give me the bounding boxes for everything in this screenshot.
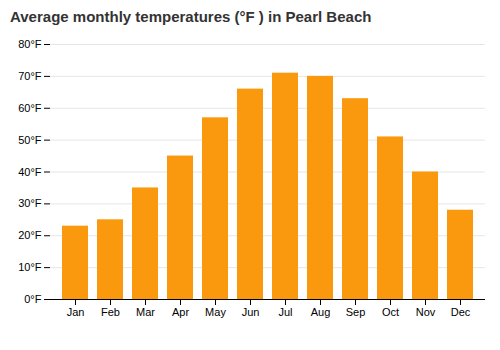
svg-text:May: May — [205, 306, 226, 318]
svg-text:30°F: 30°F — [18, 197, 42, 209]
svg-text:70°F: 70°F — [18, 70, 42, 82]
svg-text:60°F: 60°F — [18, 102, 42, 114]
svg-text:0°F: 0°F — [24, 293, 42, 305]
svg-text:Apr: Apr — [172, 306, 189, 318]
svg-text:Mar: Mar — [136, 306, 155, 318]
svg-text:80°F: 80°F — [18, 38, 42, 50]
svg-text:Oct: Oct — [382, 306, 399, 318]
svg-text:Jun: Jun — [242, 306, 260, 318]
svg-text:Aug: Aug — [311, 306, 331, 318]
svg-text:Nov: Nov — [416, 306, 436, 318]
svg-text:Jan: Jan — [67, 306, 85, 318]
svg-text:10°F: 10°F — [18, 261, 42, 273]
svg-text:Sep: Sep — [346, 306, 366, 318]
svg-text:Feb: Feb — [101, 306, 120, 318]
svg-text:40°F: 40°F — [18, 166, 42, 178]
svg-text:Jul: Jul — [278, 306, 292, 318]
svg-text:20°F: 20°F — [18, 229, 42, 241]
html-text:Average monthly temperatures (: Average monthly temperatures (°F ) in Pe… — [10, 8, 372, 25]
svg-text:Dec: Dec — [451, 306, 471, 318]
svg-text:50°F: 50°F — [18, 134, 42, 146]
